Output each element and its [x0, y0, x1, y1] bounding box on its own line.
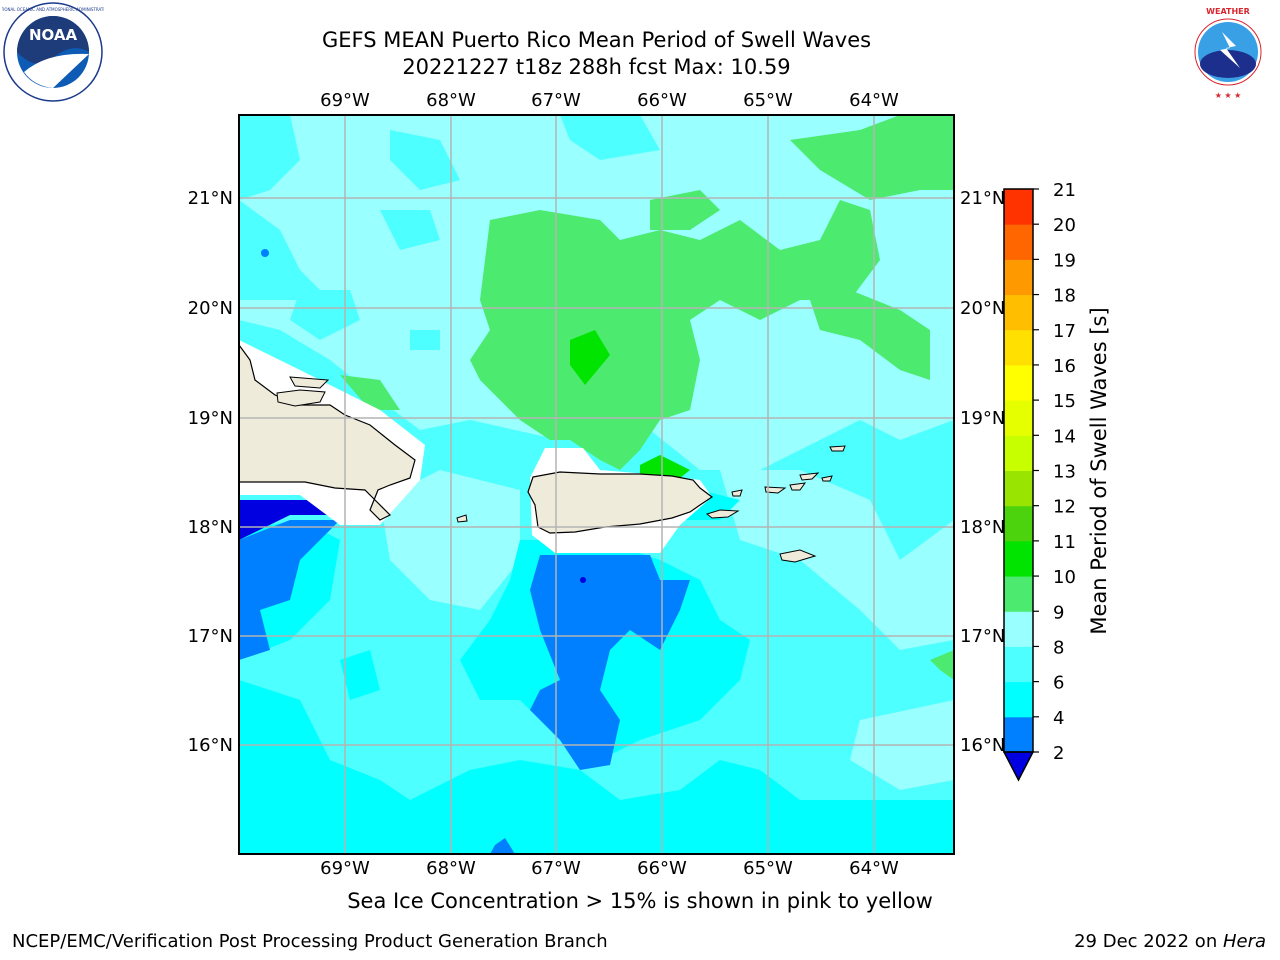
colorbar-tick-label: 14 — [1053, 426, 1076, 447]
colorbar-tick-label: 13 — [1053, 462, 1076, 483]
colorbar-tick-label: 11 — [1053, 532, 1076, 553]
field-4-6-south — [239, 680, 954, 854]
lat-label-right: 18°N — [960, 517, 1005, 538]
lat-label-left: 21°N — [188, 188, 233, 209]
colorbar-segment — [1004, 259, 1033, 296]
field-8-9-mona — [380, 470, 520, 610]
nws-logo-icon: WEATHER ★ ★ ★ — [1176, 2, 1280, 102]
svg-text:WEATHER: WEATHER — [1206, 7, 1250, 16]
colorbar-segment — [1004, 716, 1033, 753]
colorbar-segment — [1004, 189, 1033, 225]
lon-label-bottom: 67°W — [531, 858, 581, 879]
footer-host: Hera — [1222, 931, 1266, 952]
lat-label-right: 19°N — [960, 408, 1005, 429]
lon-label-bottom: 65°W — [743, 858, 793, 879]
map-frame — [238, 114, 955, 855]
colorbar-tick-label: 6 — [1053, 673, 1064, 694]
lat-label-left: 17°N — [188, 626, 233, 647]
map-field — [239, 115, 954, 854]
colorbar-segment — [1004, 294, 1033, 331]
colorbar-segment — [1004, 576, 1033, 612]
field-10-11 — [570, 330, 610, 385]
lat-label-right: 17°N — [960, 626, 1005, 647]
colorbar-tick-label: 10 — [1053, 567, 1076, 588]
colorbar-tick-label: 19 — [1053, 250, 1076, 271]
colorbar-segment — [1004, 224, 1033, 260]
colorbar-under-arrow — [1002, 751, 1035, 782]
colorbar-segment — [1004, 646, 1033, 683]
colorbar-segment — [1004, 400, 1033, 436]
lat-label-right: 21°N — [960, 188, 1005, 209]
colorbar-segment — [1004, 681, 1033, 718]
field-2-4-west — [239, 520, 340, 660]
lon-label-bottom: 66°W — [637, 858, 687, 879]
lon-label-top: 69°W — [320, 90, 370, 111]
lon-label-top: 64°W — [849, 90, 899, 111]
colorbar-tick-label: 18 — [1053, 286, 1076, 307]
field-9-10-central — [470, 200, 880, 470]
footer-credit: NCEP/EMC/Verification Post Processing Pr… — [12, 931, 608, 952]
field-8-9-east — [720, 470, 954, 650]
colorbar-segment — [1004, 435, 1033, 471]
colorbar: 2 4 6 8 9 10 11 12 13 14 15 16 17 18 19 20 21 — [1002, 180, 1076, 782]
colorbar-tick-label: 17 — [1053, 321, 1076, 342]
colorbar-label: Mean Period of Swell Waves [s] — [1087, 307, 1111, 634]
colorbar-segment — [1004, 540, 1033, 577]
colorbar-segment — [1004, 329, 1033, 366]
chart-subtitle-run-info: 20221227 t18z 288h fcst Max: 10.59 — [402, 55, 791, 79]
lon-label-bottom: 68°W — [426, 858, 476, 879]
colorbar-segment — [1004, 505, 1033, 542]
lat-label-right: 16°N — [960, 735, 1005, 756]
footer-date-text: 29 Dec 2022 on — [1074, 931, 1223, 952]
lat-label-left: 16°N — [188, 735, 233, 756]
noaa-logo-text: NOAA — [29, 26, 78, 44]
colorbar-tick-label: 20 — [1053, 215, 1076, 236]
lon-label-top: 66°W — [637, 90, 687, 111]
footer-date: 29 Dec 2022 on Hera — [1074, 931, 1266, 952]
colorbar-tick-label: 15 — [1053, 391, 1076, 412]
field-9-10-ne — [790, 115, 954, 200]
svg-text:★ ★ ★: ★ ★ ★ — [1215, 91, 1242, 100]
lat-label-right: 20°N — [960, 298, 1005, 319]
lon-label-bottom: 64°W — [849, 858, 899, 879]
colorbar-tick-label: 9 — [1053, 602, 1064, 623]
lon-label-top: 67°W — [531, 90, 581, 111]
lon-label-bottom: 69°W — [320, 858, 370, 879]
colorbar-tick-label: 16 — [1053, 356, 1076, 377]
land-st-croix — [779, 549, 817, 563]
lon-label-top: 68°W — [426, 90, 476, 111]
lon-label-top: 65°W — [743, 90, 793, 111]
sea-ice-note: Sea Ice Concentration > 15% is shown in … — [347, 889, 933, 913]
noaa-logo-icon: NOAA NATIONAL OCEANIC AND ATMOSPHERIC AD… — [2, 2, 104, 102]
lat-label-left: 18°N — [188, 517, 233, 538]
svg-text:NATIONAL OCEANIC AND ATMOSPHER: NATIONAL OCEANIC AND ATMOSPHERIC ADMINIS… — [2, 7, 104, 12]
map-grid — [239, 115, 954, 854]
lat-label-left: 19°N — [188, 408, 233, 429]
colorbar-tick-label: 2 — [1053, 743, 1064, 764]
colorbar-segment — [1004, 364, 1033, 401]
lat-label-left: 20°N — [188, 298, 233, 319]
chart-title: GEFS MEAN Puerto Rico Mean Period of Swe… — [321, 28, 872, 52]
field-under-2 — [239, 500, 345, 540]
colorbar-segment — [1004, 611, 1033, 647]
colorbar-tick-label: 12 — [1053, 497, 1076, 518]
colorbar-tick-label: 8 — [1053, 637, 1064, 658]
field-2-4-south — [530, 555, 690, 770]
colorbar-tick-label: 21 — [1053, 180, 1076, 201]
colorbar-tick-label: 4 — [1053, 708, 1064, 729]
colorbar-segment — [1004, 470, 1033, 507]
